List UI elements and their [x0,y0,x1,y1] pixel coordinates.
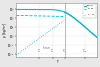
Text: Steam: Steam [43,46,51,50]
Text: $T_1$: $T_1$ [37,48,41,55]
Y-axis label: ρ [kg/m³]: ρ [kg/m³] [3,23,7,37]
Text: $T_c$: $T_c$ [62,48,67,55]
X-axis label: T: T [56,60,58,64]
Text: $T_2$: $T_2$ [50,48,55,55]
Legend: Liquid, $\rho_L\ \rho_v$, $P{=}P_c$: Liquid, $\rho_L\ \rho_v$, $P{=}P_c$ [83,4,96,18]
Text: $T_{fin}$: $T_{fin}$ [82,48,88,55]
